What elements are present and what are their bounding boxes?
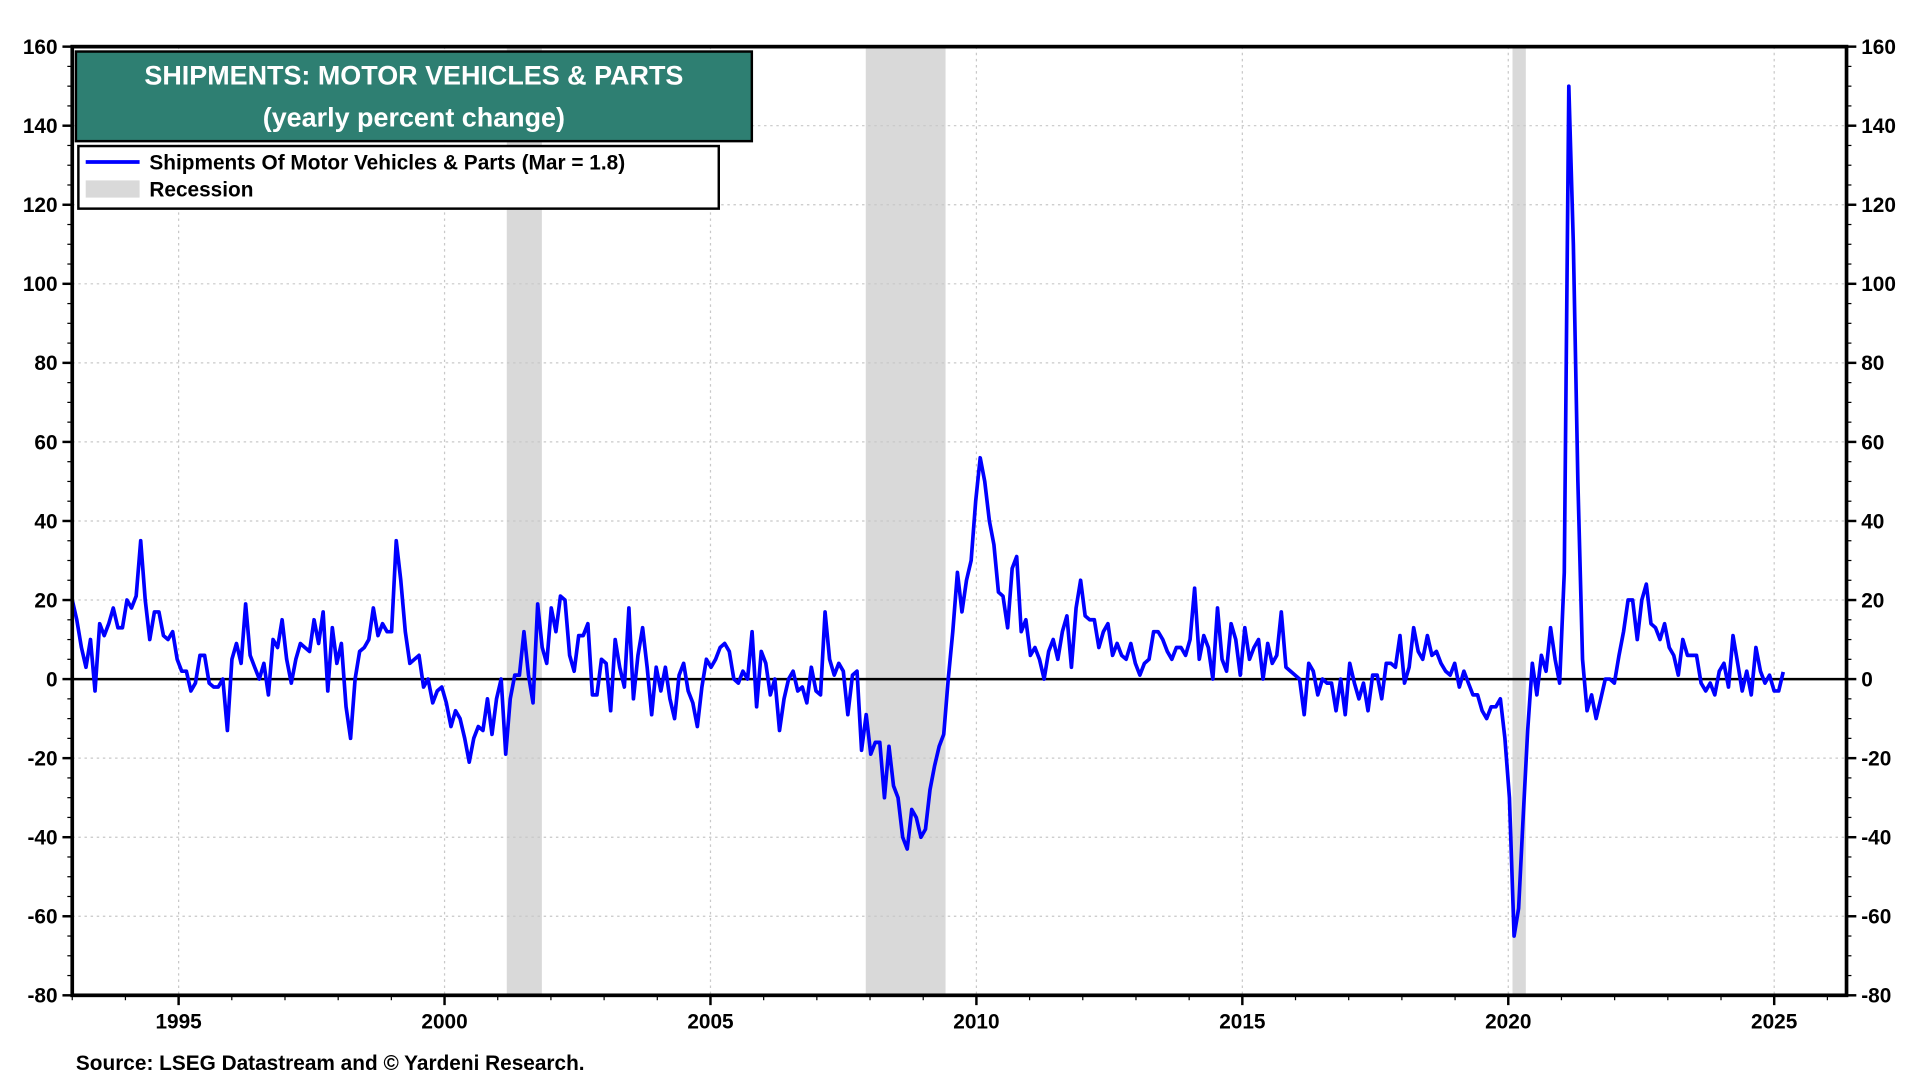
y-tick-label-left: 120: [23, 194, 58, 217]
y-tick-label-left: 100: [23, 273, 58, 296]
y-tick-label-right: 20: [1861, 589, 1884, 612]
y-tick-label-right: 40: [1861, 510, 1884, 533]
legend-recession-swatch: [85, 180, 140, 198]
y-tick-label-right: 80: [1861, 352, 1884, 375]
y-tick-label-left: -40: [27, 827, 57, 850]
y-tick-label-left: -20: [27, 747, 57, 770]
y-tick-label-right: -20: [1861, 747, 1891, 770]
x-tick-label: 2015: [1219, 1010, 1265, 1033]
y-tick-label-left: 80: [34, 352, 57, 375]
y-tick-label-left: 40: [34, 510, 57, 533]
axis-ticks: [62, 45, 1857, 1006]
y-tick-label-left: 20: [34, 589, 57, 612]
y-tick-label-left: 140: [23, 115, 58, 138]
y-tick-label-left: 160: [23, 36, 58, 59]
x-tick-label: 1995: [155, 1010, 201, 1033]
x-tick-label: 2025: [1751, 1010, 1797, 1033]
legend-label-recession: Recession: [149, 178, 253, 201]
x-tick-label: 2000: [421, 1010, 467, 1033]
x-tick-label: 2020: [1485, 1010, 1531, 1033]
y-tick-label-right: 120: [1861, 194, 1896, 217]
y-tick-label-left: -60: [27, 906, 57, 929]
y-tick-label-right: 160: [1861, 36, 1896, 59]
y-tick-label-left: 0: [46, 668, 58, 691]
x-tick-label: 2005: [687, 1010, 733, 1033]
y-tick-label-right: 0: [1861, 668, 1873, 691]
y-tick-label-right: 60: [1861, 431, 1884, 454]
gridlines: [72, 46, 1847, 996]
source-note: Source: LSEG Datastream and © Yardeni Re…: [76, 1052, 585, 1075]
y-tick-label-right: 140: [1861, 115, 1896, 138]
series-line-shipments: [70, 84, 1786, 938]
y-tick-label-left: -80: [27, 985, 57, 1008]
y-tick-label-right: -40: [1861, 827, 1891, 850]
chart-subtitle: (yearly percent change): [263, 102, 565, 132]
y-tick-label-right: -60: [1861, 906, 1891, 929]
legend: Shipments Of Motor Vehicles & Parts (Mar…: [77, 144, 720, 210]
x-tick-label: 2010: [953, 1010, 999, 1033]
legend-label-shipments: Shipments Of Motor Vehicles & Parts (Mar…: [149, 151, 625, 174]
title-box: SHIPMENTS: MOTOR VEHICLES & PARTS (yearl…: [74, 50, 754, 143]
chart-title: SHIPMENTS: MOTOR VEHICLES & PARTS: [144, 61, 683, 91]
y-tick-label-left: 60: [34, 431, 57, 454]
y-tick-label-right: -80: [1861, 985, 1891, 1008]
y-tick-label-right: 100: [1861, 273, 1896, 296]
